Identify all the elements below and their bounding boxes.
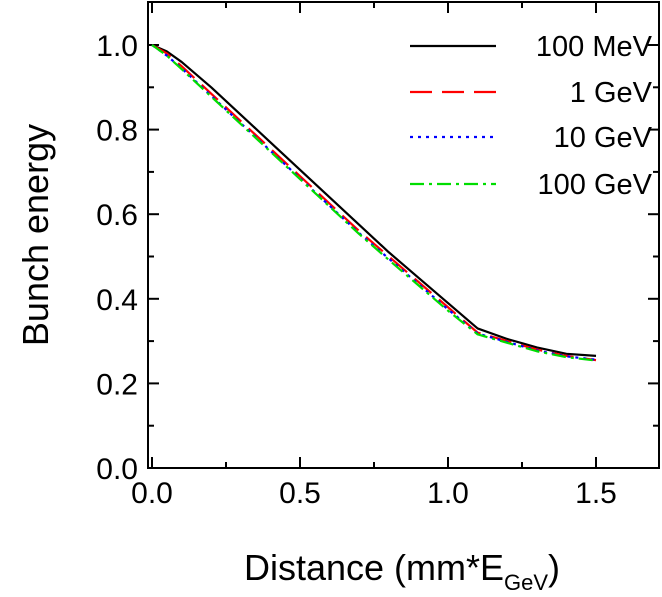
series-line-1-gev: [151, 44, 597, 362]
y-tick-label: 0.6: [96, 199, 138, 232]
tick-labels: 0.0 0.5 1.0 1.5 0.0 0.2 0.4 0.6 0.8 1.0: [96, 30, 617, 510]
plot-frame: [147, 1, 660, 469]
series-line-100-mev: [151, 43, 597, 357]
legend-label: 100 MeV: [536, 31, 653, 63]
x-axis-title-main: Distance (mm*E: [244, 547, 504, 588]
legend: 100 MeV 1 GeV 10 GeV 100 GeV: [410, 31, 653, 201]
legend-label: 10 GeV: [554, 122, 653, 154]
y-tick-label: 1.0: [96, 30, 138, 63]
series-line-10-gev: [151, 44, 597, 361]
axis-ticks: [148, 2, 659, 469]
y-tick-label: 0.2: [96, 368, 138, 401]
x-tick-label: 1.5: [575, 477, 617, 510]
series-layer: [151, 43, 597, 362]
x-tick-label: 0.5: [279, 477, 321, 510]
legend-label: 1 GeV: [570, 77, 653, 109]
x-tick-label: 0.0: [131, 477, 173, 510]
x-axis-title: Distance (mm*EGeV): [244, 547, 560, 595]
x-axis-title-end: ): [548, 547, 560, 588]
y-axis-title: Bunch energy: [15, 124, 56, 346]
y-tick-label: 0.0: [96, 453, 138, 486]
x-axis-title-subscript: GeV: [504, 570, 548, 595]
x-tick-label: 1.0: [427, 477, 469, 510]
series-line-100-gev: [151, 44, 597, 362]
y-tick-label: 0.8: [96, 115, 138, 148]
y-tick-label: 0.4: [96, 284, 138, 317]
legend-label: 100 GeV: [538, 169, 653, 201]
